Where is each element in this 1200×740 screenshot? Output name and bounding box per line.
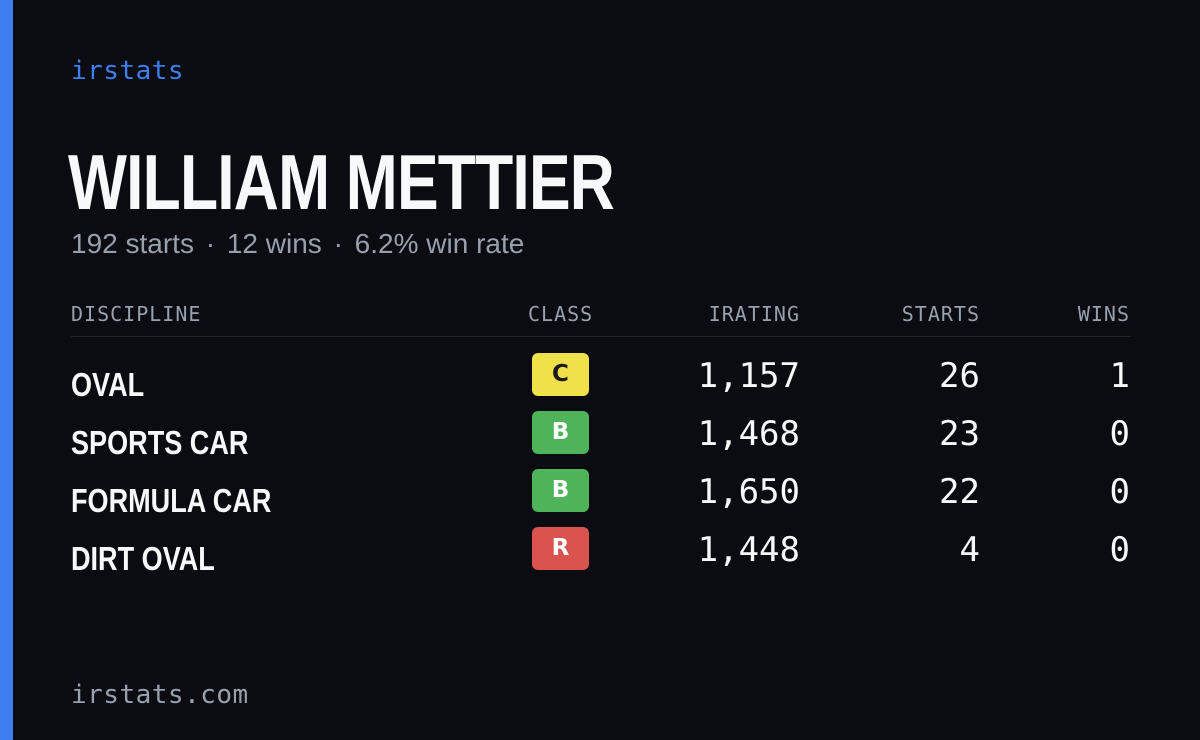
wins-value: 0 xyxy=(1109,414,1130,454)
class-badge: C xyxy=(532,353,589,396)
irating-value: 1,157 xyxy=(697,356,800,396)
summary-separator: · xyxy=(205,228,216,259)
wins-value: 0 xyxy=(1109,472,1130,512)
irating-value: 1,650 xyxy=(697,472,800,512)
header-irating: IRATING xyxy=(708,302,800,326)
discipline-name: SPORTS CAR xyxy=(71,424,249,461)
header-class: CLASS xyxy=(528,302,594,326)
starts-value: 26 xyxy=(939,356,980,396)
driver-summary: 192 starts · 12 wins · 6.2% win rate xyxy=(71,228,524,260)
discipline-name: FORMULA CAR xyxy=(71,482,272,519)
table-row: SPORTS CAR B 1,468 23 0 xyxy=(71,411,1131,469)
accent-bar xyxy=(0,0,13,740)
discipline-stats-table: DISCIPLINE CLASS IRATING STARTS WINS OVA… xyxy=(71,296,1131,585)
class-badge: B xyxy=(532,469,589,512)
table-row: OVAL C 1,157 26 1 xyxy=(71,353,1131,411)
brand-wordmark[interactable]: irstats xyxy=(71,56,185,86)
wins-value: 0 xyxy=(1109,530,1130,570)
table-body: OVAL C 1,157 26 1 SPORTS CAR B 1,468 23 0 FORMULA … xyxy=(71,353,1131,585)
header-discipline: DISCIPLINE xyxy=(71,302,202,326)
table-row: FORMULA CAR B 1,650 22 0 xyxy=(71,469,1131,527)
starts-value: 4 xyxy=(959,530,980,570)
discipline-name: DIRT OVAL xyxy=(71,540,215,577)
irating-value: 1,448 xyxy=(697,530,800,570)
irating-value: 1,468 xyxy=(697,414,800,454)
starts-value: 23 xyxy=(939,414,980,454)
table-row: DIRT OVAL R 1,448 4 0 xyxy=(71,527,1131,585)
header-wins: WINS xyxy=(1077,302,1130,326)
discipline-name: OVAL xyxy=(71,366,145,403)
summary-wins: 12 wins xyxy=(226,228,322,259)
summary-win-rate: 6.2% win rate xyxy=(354,228,525,259)
footer-domain[interactable]: irstats.com xyxy=(71,680,249,710)
wins-value: 1 xyxy=(1109,356,1130,396)
summary-starts: 192 starts xyxy=(71,228,194,259)
class-badge: R xyxy=(532,527,589,570)
starts-value: 22 xyxy=(939,472,980,512)
class-badge: B xyxy=(532,411,589,454)
summary-separator: · xyxy=(333,228,343,259)
table-header: DISCIPLINE CLASS IRATING STARTS WINS xyxy=(71,296,1131,337)
header-starts: STARTS xyxy=(901,302,980,326)
driver-name: WILLIAM METTIER xyxy=(68,138,615,226)
